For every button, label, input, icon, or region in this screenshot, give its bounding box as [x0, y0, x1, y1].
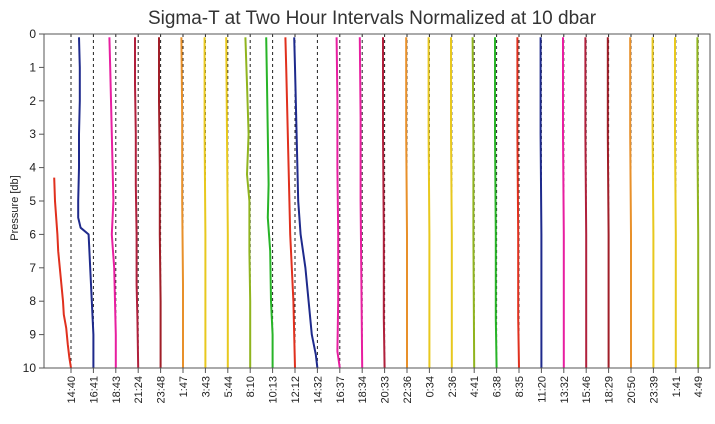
x-tick-label: 20:50	[626, 376, 638, 404]
profile-curves	[53, 37, 700, 369]
profile-line	[244, 37, 252, 368]
x-tick-label: 20:33	[380, 376, 392, 404]
profile-line	[405, 37, 408, 368]
profile-line	[562, 37, 565, 368]
x-tick-label: 14:32	[312, 376, 324, 404]
x-tick-label: 23:39	[648, 376, 660, 404]
profile-line	[108, 37, 117, 368]
x-tick-label: 1:47	[178, 376, 190, 397]
x-tick-label: 13:32	[559, 376, 571, 404]
x-tick-label: 3:43	[200, 376, 212, 397]
profile-line	[606, 37, 610, 368]
profile-line	[674, 37, 677, 368]
x-tick-label: 8:10	[245, 376, 257, 397]
profile-line	[427, 37, 431, 368]
profile-line	[471, 37, 476, 369]
y-axis-label: Pressure [db]	[9, 175, 21, 240]
x-tick-label: 0:34	[424, 376, 436, 397]
x-tick-label: 12:12	[290, 376, 302, 404]
reference-lines	[70, 34, 699, 368]
profile-line	[158, 37, 162, 368]
x-tick-label: 18:29	[604, 376, 616, 404]
x-tick-label: 5:44	[223, 376, 235, 397]
profile-line	[358, 37, 364, 369]
y-tick-label: 7	[29, 261, 36, 275]
profile-line	[265, 37, 274, 368]
x-tick-label: 15:46	[581, 376, 593, 404]
x-tick-label: 18:34	[357, 376, 369, 404]
y-tick-label: 1	[29, 60, 36, 74]
x-axis-ticks: 14:40 16:41 18:43 21:24 23:48 1:47 3:43 5:44 8:1…	[66, 368, 705, 404]
profile-line	[53, 177, 72, 369]
x-tick-label: 23:48	[156, 376, 168, 404]
y-tick-label: 10	[23, 361, 37, 375]
profile-line	[77, 37, 95, 368]
x-tick-label: 8:35	[514, 376, 526, 397]
y-tick-label: 3	[29, 127, 36, 141]
y-tick-label: 6	[29, 227, 36, 241]
profile-line	[134, 37, 140, 369]
y-tick-label: 4	[29, 161, 36, 175]
x-tick-label: 4:49	[693, 376, 705, 397]
y-tick-label: 5	[29, 194, 36, 208]
y-tick-label: 0	[29, 27, 36, 41]
y-tick-label: 8	[29, 294, 36, 308]
profile-line	[516, 37, 520, 369]
profile-line	[450, 37, 453, 368]
profile-line	[180, 37, 184, 368]
x-tick-label: 1:41	[671, 376, 683, 397]
profile-line	[382, 37, 386, 369]
x-tick-label: 21:24	[133, 376, 145, 404]
x-tick-label: 6:38	[492, 376, 504, 397]
y-tick-label: 9	[29, 328, 36, 342]
profile-line	[225, 37, 229, 368]
x-tick-label: 16:41	[88, 376, 100, 404]
x-tick-label: 2:36	[447, 376, 459, 397]
profile-line	[584, 37, 588, 368]
x-tick-label: 22:36	[402, 376, 414, 404]
x-tick-label: 14:40	[66, 376, 78, 404]
profile-line	[651, 37, 655, 368]
profile-line	[494, 37, 498, 369]
x-tick-label: 18:43	[111, 376, 123, 404]
profile-line	[203, 37, 207, 368]
profile-line	[696, 37, 700, 368]
profile-line	[539, 37, 543, 368]
x-tick-label: 4:41	[469, 376, 481, 397]
profile-line	[293, 37, 319, 369]
y-axis-ticks: 0 1 2 3 4 5 6 7 8 9 10	[23, 27, 44, 375]
x-tick-label: 10:13	[268, 376, 280, 404]
x-tick-label: 16:37	[335, 376, 347, 404]
profile-line	[629, 37, 632, 368]
plot-frame	[43, 33, 711, 369]
profile-line	[335, 37, 341, 369]
chart-title: Sigma-T at Two Hour Intervals Normalized…	[148, 8, 597, 29]
profile-line	[284, 37, 296, 369]
y-tick-label: 2	[29, 94, 36, 108]
x-tick-label: 11:20	[536, 376, 548, 403]
